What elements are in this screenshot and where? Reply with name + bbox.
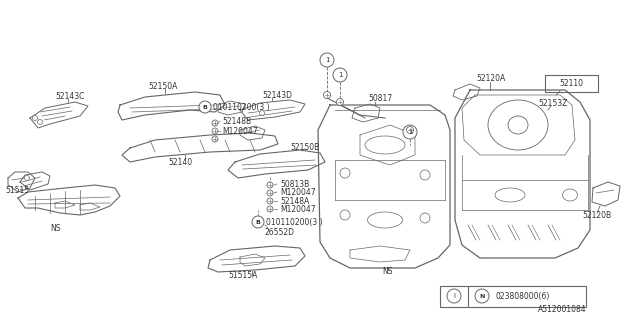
Text: NS: NS <box>50 223 61 233</box>
Circle shape <box>252 216 264 228</box>
Text: 26552D: 26552D <box>264 228 294 236</box>
Text: M120047: M120047 <box>222 126 258 135</box>
Text: 010110200(3 ): 010110200(3 ) <box>266 218 323 227</box>
Circle shape <box>33 116 38 121</box>
Circle shape <box>38 119 42 124</box>
Text: M120047: M120047 <box>280 188 316 196</box>
Text: 023808000(6): 023808000(6) <box>495 292 549 300</box>
Text: 1: 1 <box>338 72 342 78</box>
Circle shape <box>420 170 430 180</box>
Circle shape <box>267 190 273 196</box>
Circle shape <box>340 168 350 178</box>
Text: 51515: 51515 <box>5 186 29 195</box>
Circle shape <box>267 182 273 188</box>
Text: B: B <box>203 105 207 109</box>
Text: 52148A: 52148A <box>280 196 309 205</box>
Text: NS: NS <box>382 268 392 276</box>
Circle shape <box>212 120 218 126</box>
Text: 50813B: 50813B <box>280 180 309 188</box>
Text: 52143C: 52143C <box>55 92 84 100</box>
Text: 52148B: 52148B <box>222 116 251 125</box>
Text: I: I <box>453 293 455 299</box>
Text: 52120B: 52120B <box>582 211 611 220</box>
Circle shape <box>340 210 350 220</box>
Circle shape <box>475 289 489 303</box>
Text: 1: 1 <box>408 129 412 135</box>
Circle shape <box>447 289 461 303</box>
Circle shape <box>199 101 211 113</box>
Circle shape <box>259 110 264 116</box>
Text: 1: 1 <box>324 57 329 63</box>
Text: 50817: 50817 <box>368 93 392 102</box>
Text: 010110200(3 ): 010110200(3 ) <box>213 102 269 111</box>
Circle shape <box>320 53 334 67</box>
Circle shape <box>212 128 218 134</box>
Text: 51515A: 51515A <box>228 271 257 281</box>
Text: 52150A: 52150A <box>148 82 177 91</box>
Circle shape <box>420 213 430 223</box>
Circle shape <box>212 136 218 142</box>
Circle shape <box>323 92 330 99</box>
Text: B: B <box>255 220 260 225</box>
Circle shape <box>267 198 273 204</box>
Text: 52143D: 52143D <box>262 91 292 100</box>
Text: 52153Z: 52153Z <box>538 99 568 108</box>
Text: N: N <box>479 293 484 299</box>
Circle shape <box>337 99 344 106</box>
Circle shape <box>24 175 29 180</box>
Text: A512001084: A512001084 <box>538 306 586 315</box>
Circle shape <box>333 68 347 82</box>
Text: 52110: 52110 <box>559 78 583 87</box>
Text: M120047: M120047 <box>280 204 316 213</box>
Text: 52150B: 52150B <box>290 142 319 151</box>
Text: 52120A: 52120A <box>476 74 505 83</box>
Circle shape <box>406 126 413 133</box>
Circle shape <box>267 206 273 212</box>
Circle shape <box>403 125 417 139</box>
Text: 52140: 52140 <box>168 157 192 166</box>
